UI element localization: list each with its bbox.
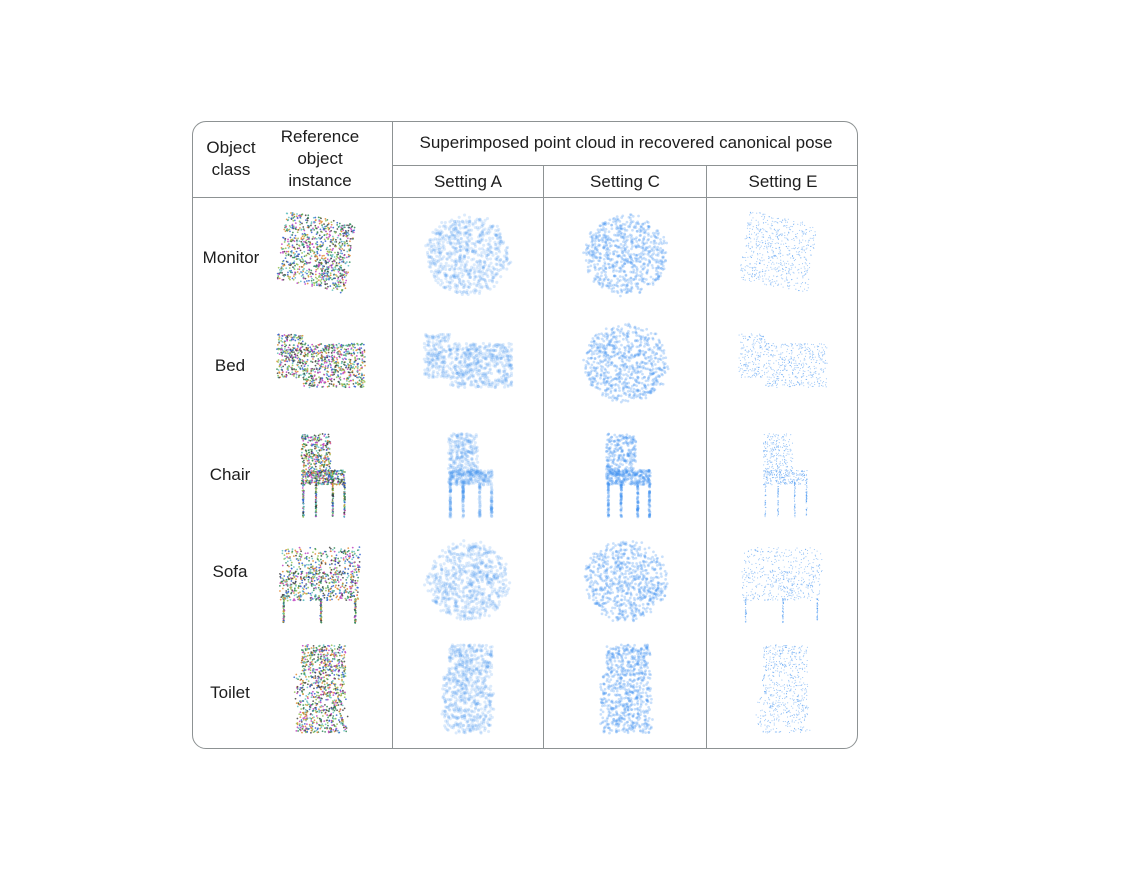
- reference-point-cloud-sofa-reference-instance: [265, 532, 377, 630]
- column-divider: [392, 122, 393, 748]
- header-divider: [193, 197, 857, 198]
- row-label-chair: Chair: [209, 465, 251, 484]
- row-label-sofa: Sofa: [212, 562, 248, 581]
- reference-point-cloud-bed-reference-instance: [265, 314, 377, 412]
- superimposed-point-cloud-toilet-setting-e: [713, 640, 853, 738]
- header-setting-e: Setting E: [748, 172, 818, 191]
- superimposed-point-cloud-bed-setting-e: [713, 314, 853, 412]
- reference-point-cloud-monitor-reference-instance: [265, 206, 377, 304]
- results-table: Object class Reference object instance S…: [192, 121, 858, 749]
- header-reference-instance: Reference object instance: [280, 127, 360, 190]
- superimposed-point-cloud-monitor-setting-c: [553, 206, 699, 304]
- superimposed-point-cloud-chair-setting-e: [713, 426, 853, 524]
- row-label-bed: Bed: [214, 356, 246, 375]
- superimposed-point-cloud-monitor-setting-e: [713, 206, 853, 304]
- reference-point-cloud-toilet-reference-instance: [265, 640, 377, 738]
- header-setting-c: Setting C: [590, 172, 660, 191]
- header-divider: [392, 165, 857, 166]
- superimposed-point-cloud-toilet-setting-a: [399, 640, 537, 738]
- superimposed-point-cloud-bed-setting-a: [399, 314, 537, 412]
- reference-point-cloud-chair-reference-instance: [265, 426, 377, 524]
- superimposed-point-cloud-sofa-setting-e: [713, 532, 853, 630]
- column-divider: [706, 166, 707, 748]
- column-divider: [543, 166, 544, 748]
- superimposed-point-cloud-bed-setting-c: [553, 314, 699, 412]
- superimposed-point-cloud-sofa-setting-c: [553, 532, 699, 630]
- superimposed-point-cloud-chair-setting-c: [553, 426, 699, 524]
- superimposed-point-cloud-chair-setting-a: [399, 426, 537, 524]
- row-label-toilet: Toilet: [210, 683, 250, 702]
- header-setting-a: Setting A: [433, 172, 503, 191]
- header-object-class: Object class: [206, 138, 256, 179]
- superimposed-point-cloud-sofa-setting-a: [399, 532, 537, 630]
- row-label-monitor: Monitor: [202, 248, 260, 267]
- header-superimposed: Superimposed point cloud in recovered ca…: [419, 133, 833, 152]
- superimposed-point-cloud-toilet-setting-c: [553, 640, 699, 738]
- superimposed-point-cloud-monitor-setting-a: [399, 206, 537, 304]
